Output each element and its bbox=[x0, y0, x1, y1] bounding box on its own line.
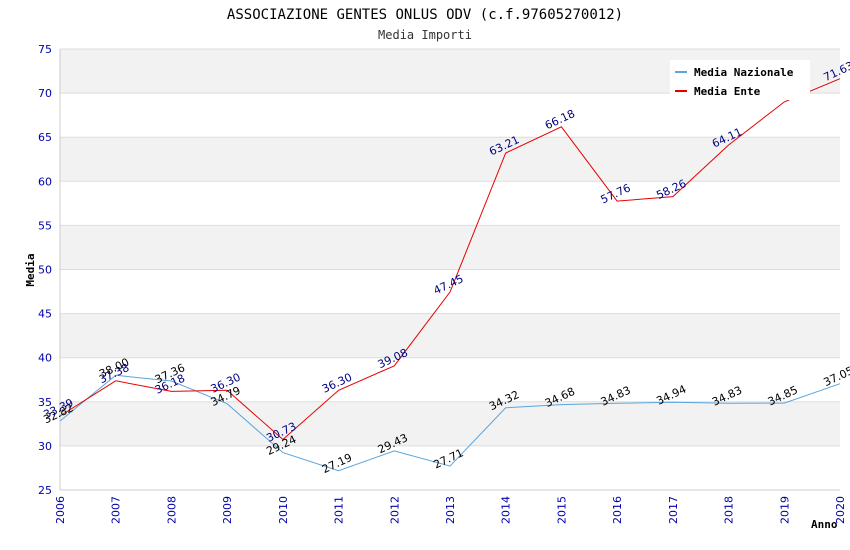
grid-bands bbox=[60, 48, 840, 491]
y-tick-label: 40 bbox=[38, 352, 52, 365]
x-tick-label: 2017 bbox=[667, 496, 680, 524]
y-tick-label: 50 bbox=[38, 264, 52, 277]
axes bbox=[59, 49, 840, 491]
series-line bbox=[59, 374, 841, 472]
y-tick-label: 70 bbox=[38, 87, 52, 100]
x-tick-label: 2012 bbox=[388, 496, 401, 524]
grid-band bbox=[60, 357, 840, 402]
x-tick-label: 2016 bbox=[611, 496, 624, 524]
x-tick-label: 2018 bbox=[723, 496, 736, 524]
legend: Media Nazionale Media Ente bbox=[670, 60, 810, 100]
x-tick-label: 2011 bbox=[333, 496, 346, 524]
grid-band bbox=[60, 401, 840, 446]
y-tick-label: 25 bbox=[38, 484, 52, 497]
x-tick-label: 2008 bbox=[165, 496, 178, 524]
series-line bbox=[59, 78, 841, 441]
grid-band bbox=[60, 225, 840, 270]
x-tick-label: 2013 bbox=[444, 496, 457, 524]
x-tick-label: 2007 bbox=[110, 496, 123, 524]
x-axis-label: Anno bbox=[811, 518, 838, 531]
legend-entry: Media Nazionale bbox=[694, 66, 794, 79]
grid-band bbox=[60, 313, 840, 358]
x-tick-label: 2006 bbox=[54, 496, 67, 524]
x-tick-label: 2009 bbox=[221, 496, 234, 524]
grid-band bbox=[60, 93, 840, 138]
y-tick-label: 65 bbox=[38, 131, 52, 144]
x-tick-label: 2014 bbox=[500, 496, 513, 524]
y-tick-labels: 25 30 35 40 45 50 55 60 65 70 75 bbox=[38, 43, 52, 497]
chart-title: ASSOCIAZIONE GENTES ONLUS ODV (c.f.97605… bbox=[227, 7, 623, 23]
legend-box bbox=[670, 60, 810, 100]
y-tick-label: 75 bbox=[38, 43, 52, 56]
y-tick-label: 55 bbox=[38, 219, 52, 232]
y-tick-label: 45 bbox=[38, 308, 52, 321]
y-axis-label: Media bbox=[24, 253, 37, 286]
grid-band bbox=[60, 445, 840, 490]
x-tick-label: 2019 bbox=[778, 496, 791, 524]
series-lines bbox=[59, 78, 841, 472]
x-tick-label: 2015 bbox=[555, 496, 568, 524]
grid-band bbox=[60, 137, 840, 182]
x-tick-label: 2020 bbox=[834, 496, 847, 524]
x-tick-label: 2010 bbox=[277, 496, 290, 524]
chart-subtitle: Media Importi bbox=[378, 28, 472, 42]
y-tick-label: 30 bbox=[38, 440, 52, 453]
y-tick-label: 35 bbox=[38, 396, 52, 409]
legend-entry: Media Ente bbox=[694, 85, 761, 98]
y-tick-label: 60 bbox=[38, 175, 52, 188]
grid-band bbox=[60, 181, 840, 226]
x-tick-labels: 2006 2007 2008 2009 2010 2011 2012 2013 2014 2015… bbox=[54, 496, 847, 524]
